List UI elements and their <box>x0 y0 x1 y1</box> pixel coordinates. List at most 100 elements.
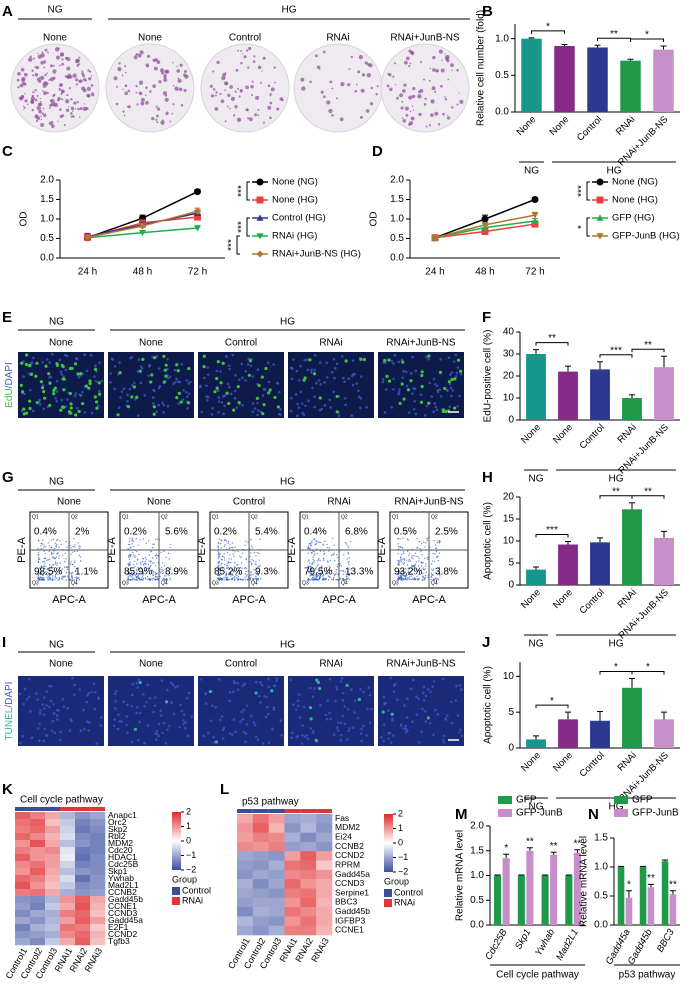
event <box>433 560 436 563</box>
event <box>129 574 131 577</box>
nucleus <box>100 716 103 719</box>
event <box>133 579 135 581</box>
event <box>410 557 413 559</box>
colony <box>57 120 59 122</box>
nucleus <box>68 729 72 732</box>
colony <box>242 53 244 55</box>
condition-label: Control <box>233 497 265 508</box>
event <box>58 546 60 548</box>
colony <box>300 77 305 82</box>
heatmap-cell <box>15 896 31 904</box>
positive-cell <box>29 372 33 376</box>
colony <box>50 98 55 104</box>
nucleus <box>113 707 117 710</box>
event <box>259 564 261 566</box>
event <box>56 562 59 564</box>
row-label: RPRM <box>335 859 360 869</box>
colony <box>248 46 252 51</box>
heatmap-cell <box>90 840 106 848</box>
heatmap-cell <box>268 907 285 917</box>
positive-cell <box>25 411 29 415</box>
colony <box>68 87 71 90</box>
colony <box>156 107 161 111</box>
event <box>316 575 319 578</box>
event <box>44 557 47 559</box>
event <box>53 570 55 573</box>
nucleus <box>217 410 220 414</box>
colorbar-tick-label: 2 <box>398 808 403 818</box>
event <box>319 575 322 577</box>
error-bar <box>526 847 533 851</box>
nucleus <box>240 362 244 366</box>
nucleus <box>202 376 206 380</box>
group-label: NG <box>49 317 64 328</box>
event <box>313 576 315 578</box>
event <box>74 565 76 568</box>
positive-cell <box>247 373 251 377</box>
event <box>397 538 399 540</box>
nucleus <box>359 397 363 400</box>
event <box>72 546 74 548</box>
heatmap-cell <box>45 910 61 918</box>
colony <box>409 110 412 113</box>
colony <box>52 69 57 74</box>
event <box>408 554 410 557</box>
event <box>322 578 325 581</box>
event <box>429 546 431 548</box>
positive-cell <box>303 376 307 380</box>
event <box>37 551 40 554</box>
event <box>237 575 240 578</box>
heatmap-cell <box>60 917 76 925</box>
y-tick-label: 1.5 <box>470 845 484 856</box>
colony <box>70 97 73 101</box>
heatmap-cell <box>60 910 76 918</box>
nucleus <box>155 410 158 414</box>
nucleus <box>86 720 89 723</box>
condition-label: None <box>49 338 73 349</box>
nucleus <box>302 705 306 709</box>
nucleus <box>428 721 432 725</box>
event <box>347 545 349 547</box>
colony <box>239 90 243 93</box>
heatmap-cell <box>75 812 91 820</box>
legend-swatch <box>498 796 512 804</box>
colony <box>53 102 58 108</box>
nucleus <box>360 375 363 378</box>
event <box>251 559 253 561</box>
event <box>328 547 331 549</box>
row-label: Ywhab <box>108 873 134 883</box>
colony <box>36 94 39 97</box>
event <box>422 579 424 581</box>
event <box>399 545 401 548</box>
colony <box>61 58 64 61</box>
heatmap-cell <box>60 875 76 883</box>
nucleus <box>142 692 145 696</box>
nucleus <box>42 739 46 743</box>
event <box>347 551 349 554</box>
heatmap-cell <box>284 823 301 833</box>
event <box>312 574 315 577</box>
event <box>159 571 162 574</box>
legend-label: None (NG) <box>272 177 318 188</box>
x-tick-label: None <box>519 422 543 446</box>
stain-part: EdU <box>4 388 15 407</box>
heatmap-cell <box>15 903 31 911</box>
colony <box>34 72 39 77</box>
nucleus <box>329 406 333 409</box>
positive-cell <box>317 686 322 691</box>
event <box>145 566 147 569</box>
event <box>317 563 319 565</box>
significance-bracket <box>631 670 665 675</box>
event <box>128 571 130 573</box>
nucleus <box>340 676 344 680</box>
event <box>151 557 154 559</box>
bar <box>587 47 608 112</box>
nucleus <box>36 726 40 730</box>
heatmap-cell <box>60 931 76 939</box>
nucleus <box>362 690 365 694</box>
event <box>161 570 163 573</box>
event <box>217 553 219 555</box>
colony <box>267 84 271 88</box>
nucleus <box>35 692 38 695</box>
event <box>157 538 159 540</box>
